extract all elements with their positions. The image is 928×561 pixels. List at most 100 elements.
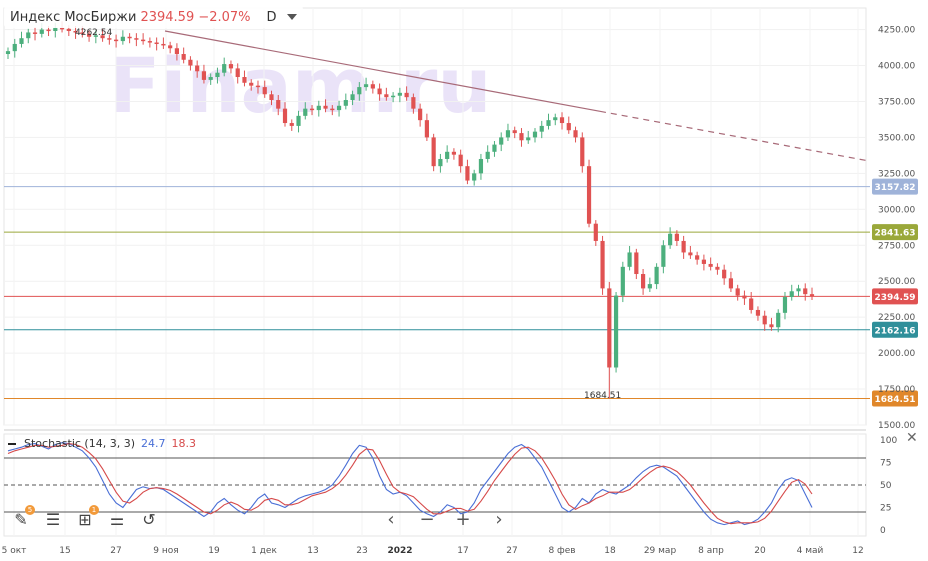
candle-body	[370, 84, 375, 89]
stochastic-name: Stochastic (14, 3, 3)	[24, 437, 135, 450]
zoom-out-button[interactable]: −	[416, 508, 438, 530]
stochastic-legend: Stochastic (14, 3, 3) 24.7 18.3	[8, 437, 196, 450]
candle-body	[5, 51, 11, 55]
candle-body	[309, 108, 315, 111]
add-indicator-button[interactable]: ⊞ 1	[74, 505, 99, 530]
x-tick-label: 9 ноя	[153, 546, 178, 556]
x-tick-label: 27	[110, 546, 121, 556]
scroll-left-button[interactable]: ‹	[380, 508, 402, 530]
candle-body	[303, 108, 308, 116]
candle-body	[134, 38, 139, 40]
candle-body	[586, 166, 592, 224]
candle-body	[181, 54, 186, 60]
x-tick-label: 17	[457, 546, 468, 556]
y-tick-label: 3500.00	[878, 133, 915, 143]
candle-body	[647, 284, 652, 289]
trend-line	[164, 30, 601, 112]
price-level-badge	[872, 321, 918, 338]
candle-body	[735, 288, 740, 296]
candle-body	[235, 68, 240, 78]
stoch-series-line	[7, 442, 813, 526]
candle-body	[701, 259, 706, 264]
candle-body	[472, 173, 477, 181]
candle-body	[755, 309, 761, 316]
candle-body	[458, 154, 463, 167]
candle-body	[688, 252, 693, 256]
candle-body	[222, 64, 227, 73]
chevron-down-icon[interactable]	[286, 14, 297, 20]
chart-header: Индекс МосБиржи 2394.59 −2.07% D	[4, 6, 303, 28]
price-change: 2394.59 −2.07%	[140, 9, 251, 25]
candle-body	[492, 144, 497, 152]
candle-body	[391, 95, 396, 98]
settings-button[interactable]: ⚌	[106, 508, 128, 530]
candle-body	[640, 274, 646, 289]
stoch-y-tick-label: 100	[880, 436, 897, 446]
candle-body	[86, 33, 92, 37]
x-tick-label: 2022	[387, 546, 412, 556]
y-tick-label: 3750.00	[878, 97, 915, 107]
template-button[interactable]: ☰	[42, 508, 64, 530]
candle-body	[12, 43, 17, 52]
candle-body	[330, 108, 335, 111]
zoom-in-button[interactable]: +	[452, 508, 474, 530]
candle-body	[120, 36, 125, 42]
draw-tool-button[interactable]: ✎ 5	[10, 505, 35, 530]
candle-body	[553, 117, 558, 121]
stoch-y-tick-label: 50	[880, 481, 892, 491]
candle-body	[607, 288, 612, 368]
candle-body	[424, 120, 429, 138]
candle-body	[73, 31, 78, 33]
candle-body	[357, 87, 362, 95]
candle-body	[39, 29, 44, 34]
candle-body	[32, 32, 38, 34]
add-box-icon: ⊞	[78, 509, 92, 529]
candle-body	[762, 315, 767, 325]
minus-icon: −	[419, 508, 435, 530]
candle-body	[26, 32, 31, 39]
price-level-label: 2841.63	[875, 229, 916, 239]
candle-body	[343, 100, 348, 106]
candle-body	[478, 158, 484, 174]
candle-body	[674, 233, 679, 241]
indicator-badge: 1	[89, 505, 99, 515]
candle-body	[363, 84, 369, 88]
candle-body	[728, 278, 734, 289]
candle-body	[411, 97, 416, 109]
timeframe-selector[interactable]: D	[266, 9, 277, 25]
candle-body	[336, 105, 342, 111]
chevron-right-icon: ›	[495, 508, 503, 530]
x-tick-label: 19	[208, 546, 220, 556]
stoch-y-tick-label: 0	[880, 526, 886, 536]
undo-button[interactable]: ↺	[138, 508, 160, 530]
candle-body	[350, 94, 355, 101]
x-tick-label: 20	[754, 546, 766, 556]
low-annotation: 1684.51	[584, 391, 621, 401]
x-tick-label: 29 мар	[644, 546, 677, 556]
chart-toolbar: ✎ 5 ☰ ⊞ 1 ⚌ ↺	[10, 505, 160, 530]
plus-icon: +	[455, 508, 471, 530]
candle-body	[681, 240, 686, 253]
candle-body	[485, 151, 490, 159]
candle-body	[451, 151, 457, 155]
candle-body	[620, 266, 625, 296]
candle-body	[438, 158, 443, 167]
x-tick-label: 23	[356, 546, 367, 556]
draw-badge: 5	[25, 505, 35, 515]
y-tick-label: 4000.00	[878, 62, 915, 72]
candle-body	[749, 298, 754, 310]
candle-body	[46, 29, 51, 32]
x-tick-label: 8 апр	[698, 546, 724, 556]
candle-body	[53, 27, 58, 32]
candle-body	[195, 65, 200, 72]
minimize-icon[interactable]	[8, 442, 16, 445]
candle-body	[228, 64, 234, 69]
close-icon[interactable]: ✕	[906, 430, 918, 446]
candle-body	[80, 32, 85, 34]
scroll-right-button[interactable]: ›	[488, 508, 510, 530]
instrument-name[interactable]: Индекс МосБиржи	[10, 9, 137, 25]
candle-body	[769, 324, 774, 328]
x-tick-label: 12	[852, 546, 863, 556]
candle-body	[141, 39, 146, 42]
candle-body	[19, 38, 24, 44]
